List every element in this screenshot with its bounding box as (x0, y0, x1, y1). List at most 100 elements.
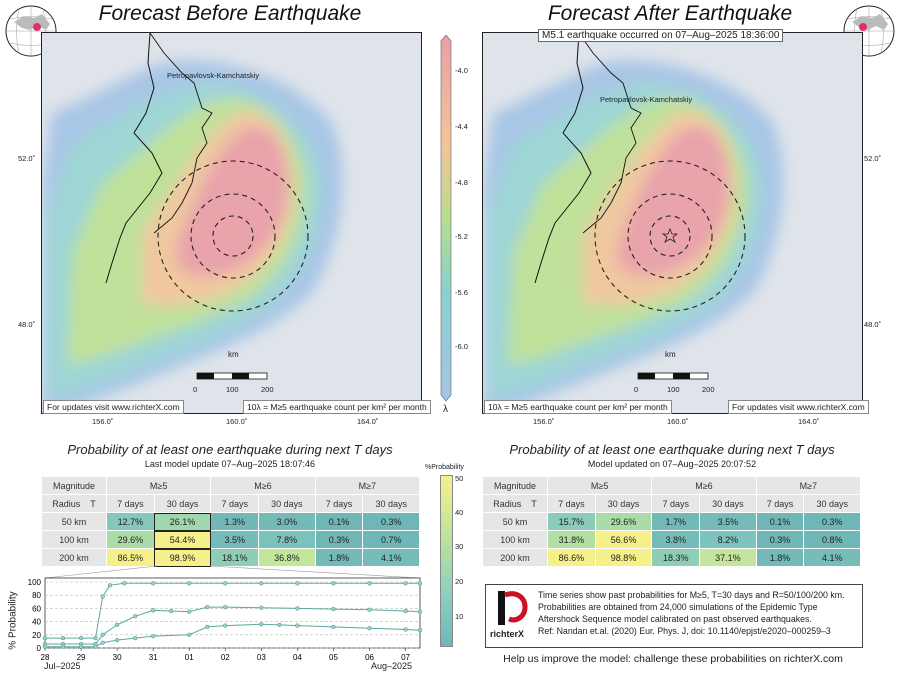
series-point (295, 623, 300, 628)
y-axis-label: % Probability (7, 591, 19, 650)
mag7-header: M≥7 (314, 476, 421, 495)
series-point (367, 607, 372, 612)
prob-cell: 54.4% (153, 530, 212, 549)
probability-table-right: Magnitude M≥5 M≥6 M≥7 Radius T 7 days 30… (482, 476, 862, 567)
info-line: Ref: Nandan et.al. (2020) Eur. Phys. J, … (538, 626, 831, 636)
mag5-header: M≥5 (105, 476, 212, 495)
prob-colorbar (440, 475, 453, 647)
table-row: 200 km 86.6% 98.8% 18.3% 37.1% 1.8% 4.1% (482, 548, 861, 567)
x-tick-label: 03 (257, 653, 266, 662)
prob-cell: 0.7% (362, 530, 420, 549)
prob-cell: 7.8% (258, 530, 316, 549)
radius-cell: 200 km (482, 548, 548, 567)
info-box: richterX Time series show past probabili… (485, 584, 863, 648)
legend-note-left: 10λ = M≥5 earthquake count per km² per m… (243, 400, 431, 414)
right-probability-subtitle: Probability of at least one earthquake d… (509, 442, 835, 457)
series-point (151, 608, 156, 613)
x-tick-label: 29 (77, 653, 86, 662)
series-point (403, 581, 408, 586)
prob-tick: 10 (455, 612, 464, 621)
series-point (114, 622, 120, 628)
prob-cell: 3.5% (210, 530, 260, 549)
y-tick-label: 80 (32, 591, 41, 600)
city-label-left: Petropavlovsk-Kamchatskiy (167, 71, 260, 80)
series-point (367, 581, 372, 586)
info-line: Probabilities are obtained from 24,000 s… (538, 602, 818, 612)
y-tick-label: 0 (37, 644, 42, 653)
event-note: M5.1 earthquake occurred on 07–Aug–2025 … (538, 29, 784, 42)
period-header: 30 days (362, 494, 420, 513)
series-point (259, 605, 264, 610)
prob-cell: 86.5% (106, 548, 155, 567)
series-point (205, 604, 210, 610)
colorbar-tick-6: -6.0 (455, 342, 468, 351)
prob-cell: 1.8% (755, 548, 805, 567)
x-tick-label: 04 (293, 653, 302, 662)
left-probability-subtitle: Probability of at least one earthquake d… (67, 442, 393, 457)
prob-cell: 0.3% (314, 530, 364, 549)
prob-cell: 0.1% (314, 512, 364, 531)
lon-tick-160-left: 160.0˚ (226, 417, 248, 426)
series-point (114, 637, 120, 643)
series-line (45, 606, 421, 645)
lon-tick-164-right: 164.0˚ (798, 417, 820, 426)
probability-time-series-chart: 100 80 60 40 20 028 29 30 31 01 02 03 04 05 06 07 (28, 565, 423, 662)
scale-tick-200-left: 200 (261, 385, 274, 394)
left-update-time: Last model update 07–Aug–2025 18:07:46 (144, 459, 316, 469)
callout-line (44, 565, 158, 579)
series-point (223, 604, 228, 610)
info-line: Time series show past probabilities for … (538, 590, 845, 600)
series-point (295, 606, 300, 611)
series-point (151, 633, 156, 639)
lon-tick-156-right: 156.0˚ (533, 417, 555, 426)
prob-cell: 26.1% (153, 512, 212, 531)
scale-unit-left: km (228, 350, 239, 359)
series-point (187, 609, 192, 614)
prob-cell: 98.9% (153, 548, 212, 567)
period-header: 7 days (106, 494, 155, 513)
radius-cell: 50 km (41, 512, 107, 531)
plot-frame (44, 577, 421, 649)
x-tick-label: 05 (329, 653, 338, 662)
series-point (122, 581, 127, 586)
colorbar-label: λ (443, 404, 448, 415)
x-tick-label: 02 (221, 653, 230, 662)
series-point (223, 623, 228, 628)
series-point (403, 608, 408, 614)
prob-cell: 18.3% (651, 548, 701, 567)
x-tick-label: 31 (149, 653, 158, 662)
probability-table-left: Magnitude M≥5 M≥6 M≥7 Radius T 7 days 30… (41, 476, 421, 567)
x-tick-label: 07 (401, 653, 410, 662)
period-header: 7 days (651, 494, 701, 513)
period-header: 30 days (258, 494, 316, 513)
series-point (42, 635, 48, 641)
prob-cell: 29.6% (594, 512, 653, 531)
radius-cell: 100 km (482, 530, 548, 549)
prob-cell: 1.8% (314, 548, 364, 567)
prob-cell: 4.1% (362, 548, 420, 567)
legend-note-right: 10λ = M≥5 earthquake count per km² per m… (484, 400, 672, 414)
mag6-header: M≥6 (210, 476, 316, 495)
callout-line (209, 565, 421, 579)
series-point (417, 609, 423, 614)
period-header: 30 days (594, 494, 653, 513)
prob-cell: 36.8% (258, 548, 316, 567)
prob-tick: 50 (455, 474, 464, 483)
series-point (100, 640, 105, 645)
series-point (223, 581, 228, 586)
prob-cell: 29.6% (106, 530, 155, 549)
period-header: 30 days (699, 494, 757, 513)
help-link-text[interactable]: Help us improve the model: challenge the… (503, 653, 843, 665)
series-point (295, 581, 300, 586)
x-tick-label: 30 (113, 653, 122, 662)
x-tick-label: 01 (185, 653, 194, 662)
colorbar-tick-2: -4.4 (455, 122, 468, 131)
month-label-aug: Aug–2025 (371, 661, 413, 671)
series-point (100, 632, 105, 637)
period-header: 7 days (314, 494, 364, 513)
series-point (100, 594, 105, 599)
scale-unit-right: km (665, 350, 676, 359)
series-point (187, 581, 192, 586)
table-row: 50 km 12.7% 26.1% 1.3% 3.0% 0.1% 0.3% (41, 512, 420, 531)
series-point (132, 614, 138, 619)
